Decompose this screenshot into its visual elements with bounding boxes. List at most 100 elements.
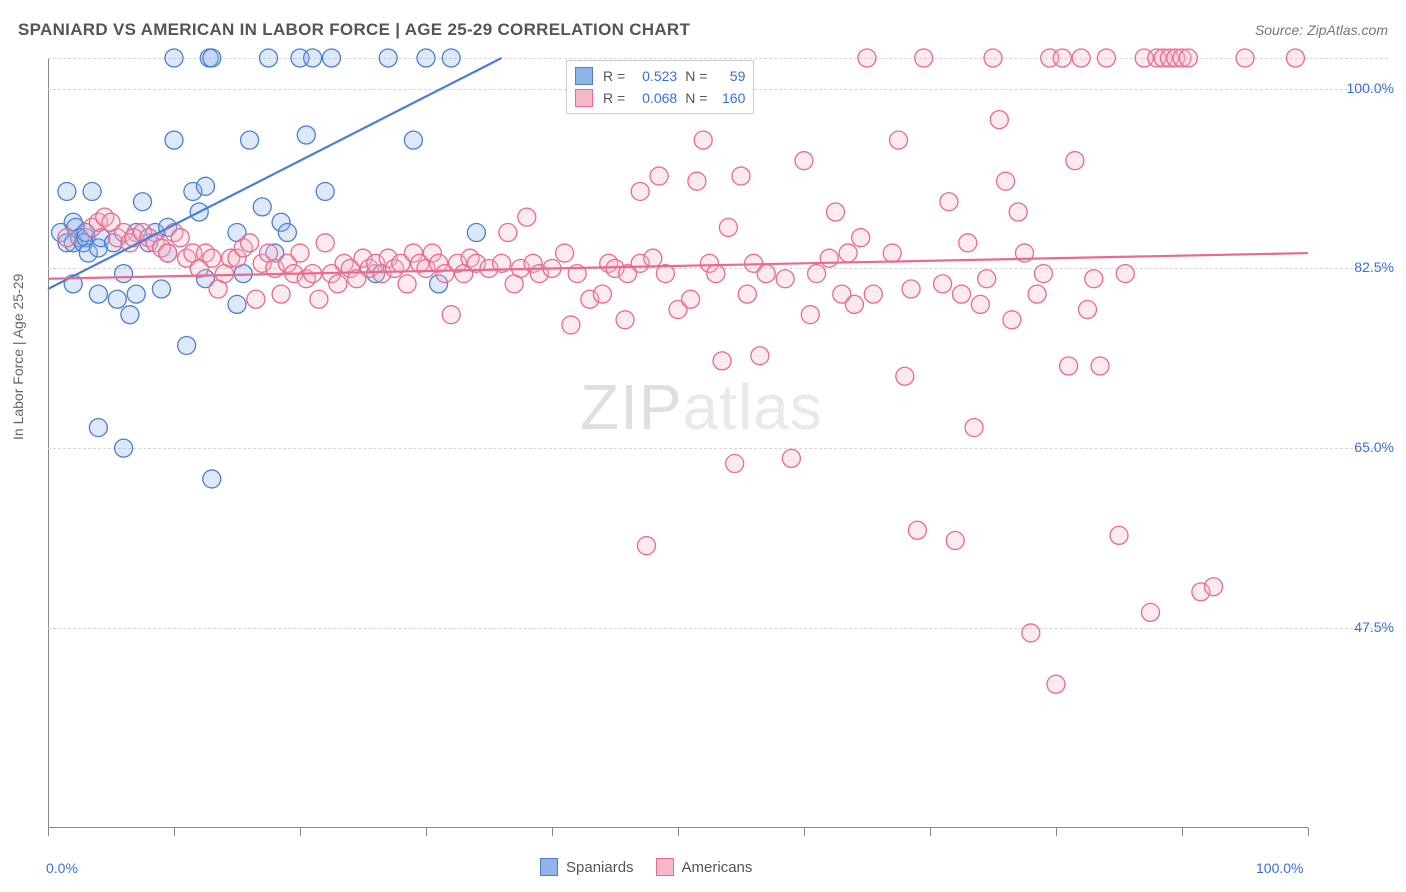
legend-swatch-spaniards-icon <box>540 858 558 876</box>
data-point <box>417 49 435 67</box>
data-point <box>291 244 309 262</box>
data-point <box>650 167 668 185</box>
data-point <box>997 172 1015 190</box>
data-point <box>1097 49 1115 67</box>
data-point <box>908 521 926 539</box>
data-point <box>398 275 416 293</box>
watermark: ZIPatlas <box>580 370 823 444</box>
x-tick-label: 100.0% <box>1256 860 1303 876</box>
data-point <box>241 131 259 149</box>
data-point <box>827 203 845 221</box>
legend-label-spaniards: Spaniards <box>566 859 634 876</box>
data-point <box>858 49 876 67</box>
legend-r-label: R = <box>603 90 625 106</box>
data-point <box>152 280 170 298</box>
data-point <box>990 111 1008 129</box>
y-axis-label: In Labor Force | Age 25-29 <box>10 274 26 440</box>
data-point <box>203 49 221 67</box>
data-point <box>228 295 246 313</box>
data-point <box>593 285 611 303</box>
data-point <box>688 172 706 190</box>
data-point <box>323 49 341 67</box>
data-point <box>959 234 977 252</box>
legend-correlation: R = 0.523 N = 59 R = 0.068 N = 160 <box>566 60 754 114</box>
data-point <box>499 224 517 242</box>
data-point <box>253 198 271 216</box>
data-point <box>197 177 215 195</box>
x-tick-mark <box>174 828 175 836</box>
data-point <box>89 419 107 437</box>
data-point <box>467 224 485 242</box>
data-point <box>726 455 744 473</box>
data-point <box>795 152 813 170</box>
data-point <box>845 295 863 313</box>
data-point <box>165 131 183 149</box>
data-point <box>1053 49 1071 67</box>
data-point <box>631 182 649 200</box>
data-point <box>953 285 971 303</box>
data-point <box>442 306 460 324</box>
legend-row-americans: R = 0.068 N = 160 <box>575 87 745 109</box>
data-point <box>121 306 139 324</box>
data-point <box>562 316 580 334</box>
data-point <box>272 285 290 303</box>
data-point <box>379 49 397 67</box>
x-tick-mark <box>426 828 427 836</box>
y-tick-label: 47.5% <box>1354 619 1394 635</box>
data-point <box>1028 285 1046 303</box>
data-point <box>1116 265 1134 283</box>
x-tick-mark <box>300 828 301 836</box>
data-point <box>896 367 914 385</box>
data-point <box>203 249 221 267</box>
data-point <box>1047 675 1065 693</box>
data-point <box>1236 49 1254 67</box>
legend-swatch-americans-icon <box>656 858 674 876</box>
legend-item-spaniards: Spaniards <box>540 858 634 876</box>
data-point <box>247 290 265 308</box>
data-point <box>883 244 901 262</box>
legend-bottom: Spaniards Americans <box>540 858 752 876</box>
x-tick-mark <box>1308 828 1309 836</box>
data-point <box>694 131 712 149</box>
legend-row-spaniards: R = 0.523 N = 59 <box>575 65 745 87</box>
data-point <box>1091 357 1109 375</box>
data-point <box>732 167 750 185</box>
data-point <box>1142 603 1160 621</box>
data-point <box>115 439 133 457</box>
x-tick-mark <box>1056 828 1057 836</box>
x-tick-mark <box>552 828 553 836</box>
data-point <box>1179 49 1197 67</box>
data-point <box>1205 578 1223 596</box>
data-point <box>404 131 422 149</box>
legend-swatch-spaniards <box>575 67 593 85</box>
y-tick-label: 65.0% <box>1354 439 1394 455</box>
data-point <box>808 265 826 283</box>
data-point <box>329 275 347 293</box>
data-point <box>556 244 574 262</box>
chart-title: SPANIARD VS AMERICAN IN LABOR FORCE | AG… <box>18 20 690 40</box>
data-point <box>518 208 536 226</box>
data-point <box>644 249 662 267</box>
legend-n-label: N = <box>685 90 707 106</box>
data-point <box>713 352 731 370</box>
data-point <box>316 182 334 200</box>
watermark-bold: ZIP <box>580 371 683 443</box>
data-point <box>1034 265 1052 283</box>
data-point <box>801 306 819 324</box>
data-point <box>159 244 177 262</box>
data-point <box>1079 301 1097 319</box>
data-point <box>241 234 259 252</box>
data-point <box>178 336 196 354</box>
data-point <box>984 49 1002 67</box>
chart-container: SPANIARD VS AMERICAN IN LABOR FORCE | AG… <box>0 0 1406 892</box>
legend-n-value-spaniards: 59 <box>715 68 745 84</box>
data-point <box>757 265 775 283</box>
data-point <box>839 244 857 262</box>
data-point <box>278 224 296 242</box>
y-tick-label: 100.0% <box>1347 80 1394 96</box>
data-point <box>316 234 334 252</box>
x-tick-mark <box>1182 828 1183 836</box>
legend-r-label: R = <box>603 68 625 84</box>
data-point <box>171 229 189 247</box>
legend-r-value-americans: 0.068 <box>633 90 677 106</box>
